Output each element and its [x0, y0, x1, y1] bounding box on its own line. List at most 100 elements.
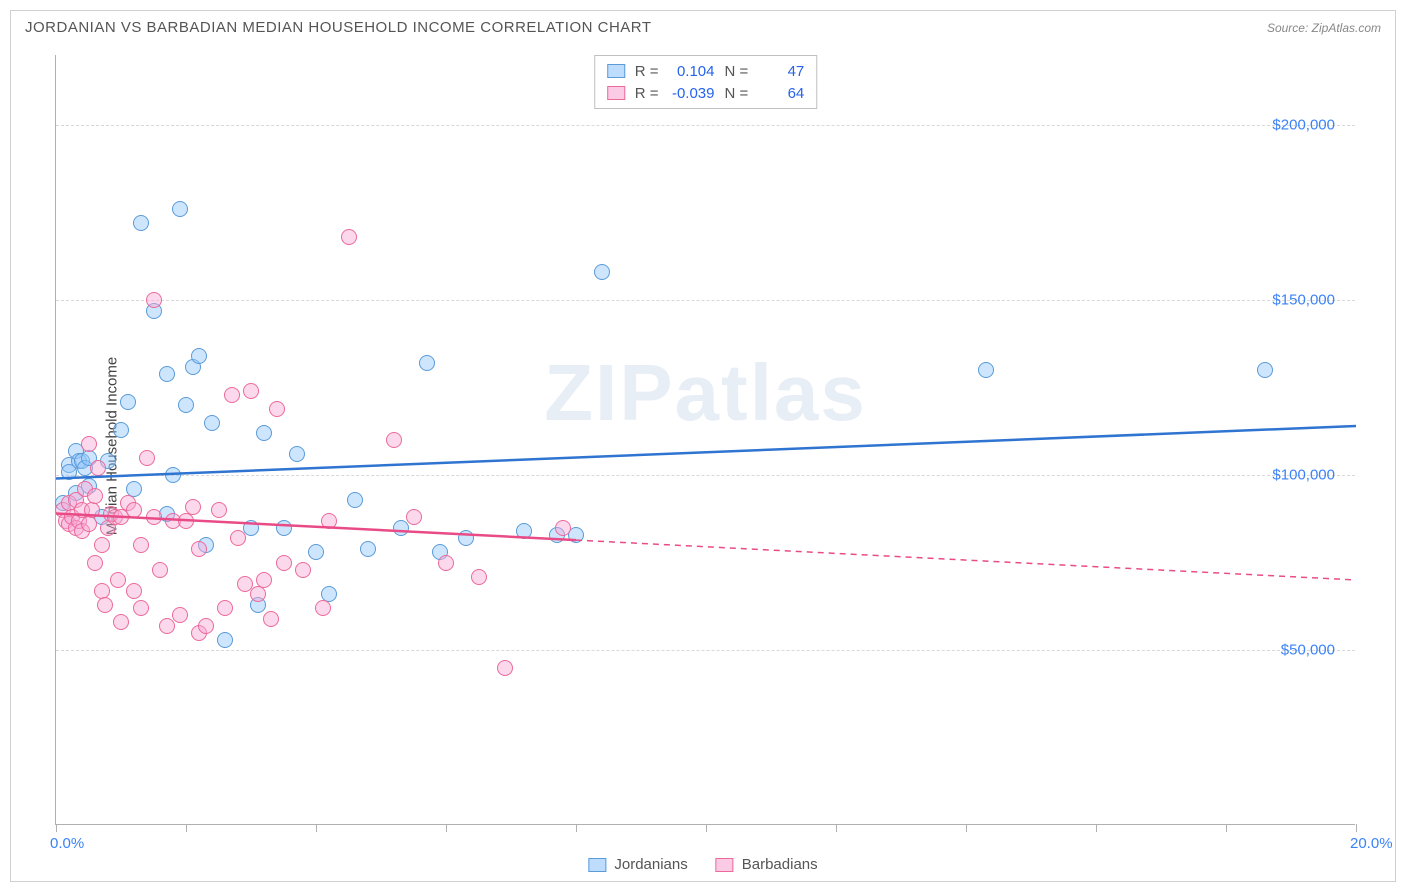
- stats-row-jordanians: R = 0.104 N = 47: [607, 60, 805, 82]
- x-tick: [1096, 824, 1097, 832]
- swatch-blue-icon: [588, 858, 606, 872]
- data-point: [84, 502, 100, 518]
- legend-label: Jordanians: [614, 856, 687, 873]
- bottom-legend: Jordanians Barbadians: [588, 856, 817, 873]
- data-point: [393, 520, 409, 536]
- data-point: [230, 530, 246, 546]
- swatch-pink-icon: [716, 858, 734, 872]
- data-point: [113, 614, 129, 630]
- data-point: [172, 201, 188, 217]
- data-point: [191, 348, 207, 364]
- data-point: [256, 572, 272, 588]
- grid-line: [56, 650, 1355, 651]
- data-point: [315, 600, 331, 616]
- data-point: [146, 509, 162, 525]
- r-label: R =: [635, 63, 659, 80]
- data-point: [243, 383, 259, 399]
- grid-line: [56, 300, 1355, 301]
- data-point: [276, 555, 292, 571]
- data-point: [120, 394, 136, 410]
- chart-title: JORDANIAN VS BARBADIAN MEDIAN HOUSEHOLD …: [25, 19, 652, 36]
- data-point: [159, 366, 175, 382]
- data-point: [81, 516, 97, 532]
- data-point: [269, 401, 285, 417]
- data-point: [406, 509, 422, 525]
- x-tick-label: 0.0%: [50, 835, 84, 852]
- data-point: [165, 467, 181, 483]
- data-point: [386, 432, 402, 448]
- data-point: [224, 387, 240, 403]
- data-point: [276, 520, 292, 536]
- x-tick: [186, 824, 187, 832]
- data-point: [263, 611, 279, 627]
- r-value-barbadians: -0.039: [669, 85, 715, 102]
- data-point: [172, 607, 188, 623]
- data-point: [126, 502, 142, 518]
- data-point: [178, 513, 194, 529]
- data-point: [87, 488, 103, 504]
- x-tick-label: 20.0%: [1350, 835, 1393, 852]
- trend-overlay: [56, 55, 1356, 825]
- data-point: [211, 502, 227, 518]
- n-value-barbadians: 64: [758, 85, 804, 102]
- data-point: [1257, 362, 1273, 378]
- data-point: [81, 436, 97, 452]
- watermark: ZIPatlas: [544, 347, 867, 439]
- y-tick-label: $50,000: [1281, 642, 1335, 659]
- stats-row-barbadians: R = -0.039 N = 64: [607, 82, 805, 104]
- y-tick-label: $200,000: [1272, 117, 1335, 134]
- data-point: [347, 492, 363, 508]
- data-point: [360, 541, 376, 557]
- data-point: [204, 415, 220, 431]
- data-point: [308, 544, 324, 560]
- data-point: [87, 555, 103, 571]
- data-point: [133, 215, 149, 231]
- data-point: [198, 618, 214, 634]
- data-point: [256, 425, 272, 441]
- data-point: [555, 520, 571, 536]
- data-point: [152, 562, 168, 578]
- legend-label: Barbadians: [742, 856, 818, 873]
- swatch-blue-icon: [607, 64, 625, 78]
- data-point: [178, 397, 194, 413]
- data-point: [159, 618, 175, 634]
- swatch-pink-icon: [607, 86, 625, 100]
- r-label: R =: [635, 85, 659, 102]
- source-attribution: Source: ZipAtlas.com: [1267, 21, 1381, 35]
- n-label: N =: [725, 63, 749, 80]
- data-point: [289, 446, 305, 462]
- chart-header: JORDANIAN VS BARBADIAN MEDIAN HOUSEHOLD …: [11, 11, 1395, 38]
- data-point: [295, 562, 311, 578]
- data-point: [594, 264, 610, 280]
- correlation-chart: JORDANIAN VS BARBADIAN MEDIAN HOUSEHOLD …: [10, 10, 1396, 882]
- y-tick-label: $150,000: [1272, 292, 1335, 309]
- data-point: [110, 572, 126, 588]
- x-tick: [316, 824, 317, 832]
- x-tick: [446, 824, 447, 832]
- trend-line-dashed: [576, 540, 1356, 580]
- n-label: N =: [725, 85, 749, 102]
- x-tick: [576, 824, 577, 832]
- data-point: [250, 586, 266, 602]
- grid-line: [56, 125, 1355, 126]
- data-point: [243, 520, 259, 536]
- legend-item-jordanians: Jordanians: [588, 856, 687, 873]
- x-tick: [966, 824, 967, 832]
- data-point: [217, 600, 233, 616]
- data-point: [321, 513, 337, 529]
- data-point: [139, 450, 155, 466]
- data-point: [133, 537, 149, 553]
- data-point: [217, 632, 233, 648]
- data-point: [497, 660, 513, 676]
- grid-line: [56, 475, 1355, 476]
- data-point: [516, 523, 532, 539]
- data-point: [94, 537, 110, 553]
- data-point: [185, 499, 201, 515]
- n-value-jordanians: 47: [758, 63, 804, 80]
- y-tick-label: $100,000: [1272, 467, 1335, 484]
- x-tick: [1226, 824, 1227, 832]
- data-point: [126, 583, 142, 599]
- data-point: [191, 541, 207, 557]
- plot-area: ZIPatlas R = 0.104 N = 47 R = -0.039 N =…: [55, 55, 1355, 825]
- data-point: [458, 530, 474, 546]
